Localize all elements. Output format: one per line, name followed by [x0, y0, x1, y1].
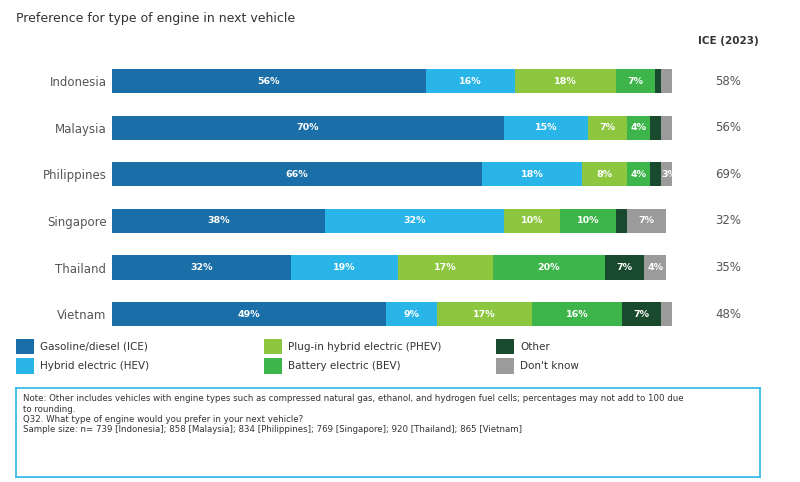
- Text: 7%: 7%: [639, 216, 655, 226]
- Text: 4%: 4%: [630, 170, 646, 179]
- Text: 70%: 70%: [297, 123, 319, 132]
- Bar: [398, 255, 493, 280]
- Bar: [482, 162, 582, 187]
- Bar: [661, 116, 672, 140]
- Bar: [627, 162, 650, 187]
- Text: 32%: 32%: [190, 263, 213, 272]
- Bar: [504, 116, 588, 140]
- Bar: [605, 255, 644, 280]
- Text: 10%: 10%: [577, 216, 599, 226]
- Text: 19%: 19%: [333, 263, 356, 272]
- Bar: [560, 209, 616, 233]
- Bar: [650, 162, 661, 187]
- Bar: [386, 302, 437, 326]
- Text: 7%: 7%: [628, 77, 643, 86]
- Text: 17%: 17%: [473, 309, 496, 319]
- Bar: [661, 162, 678, 187]
- Text: Battery electric (BEV): Battery electric (BEV): [288, 361, 401, 371]
- Text: 20%: 20%: [538, 263, 560, 272]
- Bar: [627, 209, 666, 233]
- Bar: [532, 302, 622, 326]
- Bar: [650, 116, 661, 140]
- Text: 7%: 7%: [634, 309, 650, 319]
- Bar: [493, 255, 605, 280]
- Text: 56%: 56%: [715, 121, 741, 134]
- Text: Note: Other includes vehicles with engine types such as compressed natural gas, : Note: Other includes vehicles with engin…: [23, 394, 684, 434]
- Bar: [112, 162, 482, 187]
- Text: 35%: 35%: [715, 261, 741, 274]
- Bar: [627, 116, 650, 140]
- Bar: [437, 302, 532, 326]
- Text: Other: Other: [520, 342, 550, 351]
- Bar: [616, 209, 627, 233]
- Text: 7%: 7%: [600, 123, 616, 132]
- Text: ICE (2023): ICE (2023): [698, 36, 758, 46]
- Bar: [112, 255, 291, 280]
- Text: 7%: 7%: [617, 263, 633, 272]
- Bar: [661, 302, 672, 326]
- Bar: [655, 69, 661, 93]
- Text: 8%: 8%: [597, 170, 613, 179]
- Text: 32%: 32%: [403, 216, 426, 226]
- Bar: [504, 209, 560, 233]
- Bar: [616, 69, 655, 93]
- Text: 56%: 56%: [258, 77, 280, 86]
- Bar: [291, 255, 398, 280]
- Text: 66%: 66%: [286, 170, 308, 179]
- Text: Hybrid electric (HEV): Hybrid electric (HEV): [40, 361, 149, 371]
- Bar: [112, 69, 426, 93]
- Text: 4%: 4%: [630, 123, 646, 132]
- Bar: [622, 302, 661, 326]
- Bar: [661, 69, 672, 93]
- Bar: [112, 209, 325, 233]
- Text: 48%: 48%: [715, 308, 741, 321]
- Text: 38%: 38%: [207, 216, 230, 226]
- Bar: [325, 209, 504, 233]
- Bar: [644, 255, 666, 280]
- Text: 9%: 9%: [404, 309, 420, 319]
- Text: 10%: 10%: [521, 216, 543, 226]
- Text: 18%: 18%: [554, 77, 577, 86]
- Text: 32%: 32%: [715, 214, 741, 228]
- Bar: [582, 162, 627, 187]
- Bar: [112, 116, 504, 140]
- Text: 17%: 17%: [434, 263, 457, 272]
- Text: 58%: 58%: [715, 75, 741, 88]
- Bar: [588, 116, 627, 140]
- Bar: [515, 69, 616, 93]
- Text: 3%: 3%: [662, 170, 677, 179]
- Bar: [426, 69, 515, 93]
- Text: 69%: 69%: [715, 168, 741, 181]
- Text: Preference for type of engine in next vehicle: Preference for type of engine in next ve…: [16, 12, 295, 25]
- Text: 16%: 16%: [459, 77, 482, 86]
- Text: 49%: 49%: [238, 309, 261, 319]
- Text: Gasoline/diesel (ICE): Gasoline/diesel (ICE): [40, 342, 148, 351]
- Text: Don't know: Don't know: [520, 361, 579, 371]
- Text: Plug-in hybrid electric (PHEV): Plug-in hybrid electric (PHEV): [288, 342, 442, 351]
- Bar: [112, 302, 386, 326]
- Text: 18%: 18%: [521, 170, 543, 179]
- Text: 4%: 4%: [647, 263, 663, 272]
- Text: 16%: 16%: [566, 309, 588, 319]
- Text: 15%: 15%: [534, 123, 558, 132]
